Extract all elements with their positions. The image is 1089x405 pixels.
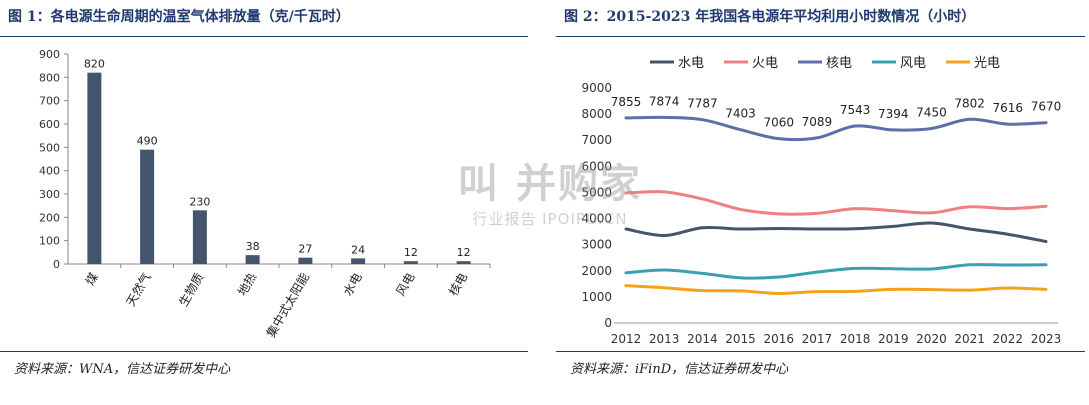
y-tick-label: 9000 (581, 81, 612, 95)
figure-2-bottom-rule (556, 351, 1085, 352)
y-tick-label: 100 (39, 235, 60, 248)
x-tick-label: 2022 (993, 332, 1024, 346)
legend-label: 风电 (900, 56, 926, 71)
x-tick-label: 2012 (611, 332, 642, 346)
data-label: 7787 (687, 97, 718, 111)
figure-2-panel: 图 2：2015-2023 年我国各电源年平均利用小时数情况（小时） 0 1000… (556, 0, 1089, 405)
figure-1-panel: 图 1：各电源生命周期的温室气体排放量（克/千瓦时） 0 100 200 300 400… (0, 0, 532, 405)
x-tick-label: 2013 (649, 332, 680, 346)
data-label: 7543 (840, 103, 871, 117)
bar-value-label: 820 (84, 58, 105, 71)
legend-label: 火电 (752, 56, 778, 71)
y-tick-label: 200 (39, 211, 60, 224)
figure-1-bottom-rule (0, 351, 528, 352)
bar (140, 149, 155, 264)
series-line (624, 221, 1048, 244)
figure-2-top-rule (556, 36, 1085, 37)
data-label: 7874 (649, 94, 680, 108)
y-tick-label: 5000 (581, 185, 612, 199)
x-tick-label: 2014 (687, 332, 718, 346)
y-tick-label: 2000 (581, 264, 612, 278)
data-label: 7450 (916, 105, 947, 119)
y-tick-label: 900 (39, 48, 60, 61)
y-tick-label: 800 (39, 71, 60, 84)
x-tick-label: 集中式太阳能 (263, 270, 312, 340)
x-tick-label: 2021 (954, 332, 985, 346)
series-line (624, 263, 1048, 280)
series-line (624, 284, 1048, 295)
figure-1-source: 资料来源：WNA，信达证券研发中心 (14, 362, 231, 377)
y-tick-label: 3000 (581, 238, 612, 252)
data-label: 7394 (878, 107, 909, 121)
bar (245, 255, 260, 264)
bar-value-label: 38 (246, 240, 260, 253)
x-tick-label: 水电 (341, 271, 365, 299)
data-label: 7616 (993, 101, 1024, 115)
x-tick-label: 2020 (916, 332, 947, 346)
legend-label: 水电 (678, 56, 704, 71)
x-tick-label: 2018 (840, 332, 871, 346)
data-label: 7060 (763, 116, 794, 130)
bar-chart: 0 100 200 300 400 500 600 700 800 900 820 煤 490 天然气 23… (39, 48, 491, 340)
legend-label: 核电 (826, 56, 852, 71)
x-tick-label: 地热 (235, 271, 259, 299)
figure-1-title: 图 1：各电源生命周期的温室气体排放量（克/千瓦时） (8, 9, 350, 25)
figure-1-top-rule (0, 36, 528, 37)
x-tick-label: 2016 (763, 332, 794, 346)
y-tick-label: 1000 (581, 290, 612, 304)
y-tick-label: 0 (53, 258, 60, 271)
bar (298, 257, 313, 264)
x-tick-label: 风电 (393, 271, 417, 299)
data-label: 7403 (725, 107, 756, 121)
bar-value-label: 24 (351, 243, 365, 256)
y-tick-label: 4000 (581, 212, 612, 226)
y-tick-label: 400 (39, 165, 60, 178)
line-chart: 0 1000 2000 3000 4000 5000 6000 7000 8000 9000 201… (581, 56, 1062, 346)
y-tick-label: 8000 (581, 107, 612, 121)
x-tick-label: 天然气 (123, 270, 154, 309)
y-tick-label: 600 (39, 118, 60, 131)
data-label: 7089 (802, 115, 833, 129)
data-label: 7855 (611, 95, 642, 109)
y-tick-label: 300 (39, 188, 60, 201)
bar (403, 261, 418, 264)
data-label: 7802 (954, 96, 985, 110)
bar-value-label: 12 (457, 246, 471, 259)
legend-label: 光电 (974, 56, 1000, 71)
bar-value-label: 27 (298, 243, 312, 256)
figure-2-title: 图 2：2015-2023 年我国各电源年平均利用小时数情况（小时） (564, 9, 976, 25)
x-tick-label: 2023 (1031, 332, 1062, 346)
y-tick-label: 0 (604, 316, 612, 330)
x-tick-label: 2017 (802, 332, 833, 346)
y-tick-label: 6000 (581, 159, 612, 173)
x-tick-label: 核电 (446, 271, 470, 299)
bar (192, 210, 207, 264)
data-label: 7670 (1031, 100, 1062, 114)
x-tick-label: 煤 (83, 271, 101, 288)
bar (456, 261, 471, 264)
y-tick-label: 500 (39, 141, 60, 154)
x-tick-label: 生物质 (176, 271, 206, 309)
bar (351, 258, 366, 264)
bar-value-label: 230 (189, 195, 210, 208)
x-tick-label: 2015 (725, 332, 756, 346)
x-tick-label: 2019 (878, 332, 909, 346)
y-tick-label: 700 (39, 95, 60, 108)
figure-2-source: 资料来源：iFinD，信达证券研发中心 (570, 362, 789, 377)
bar (87, 72, 102, 265)
bar-value-label: 490 (137, 135, 158, 148)
series-line (624, 115, 1048, 142)
bar-value-label: 12 (404, 246, 418, 259)
y-tick-label: 7000 (581, 133, 612, 147)
series-line (624, 190, 1048, 216)
